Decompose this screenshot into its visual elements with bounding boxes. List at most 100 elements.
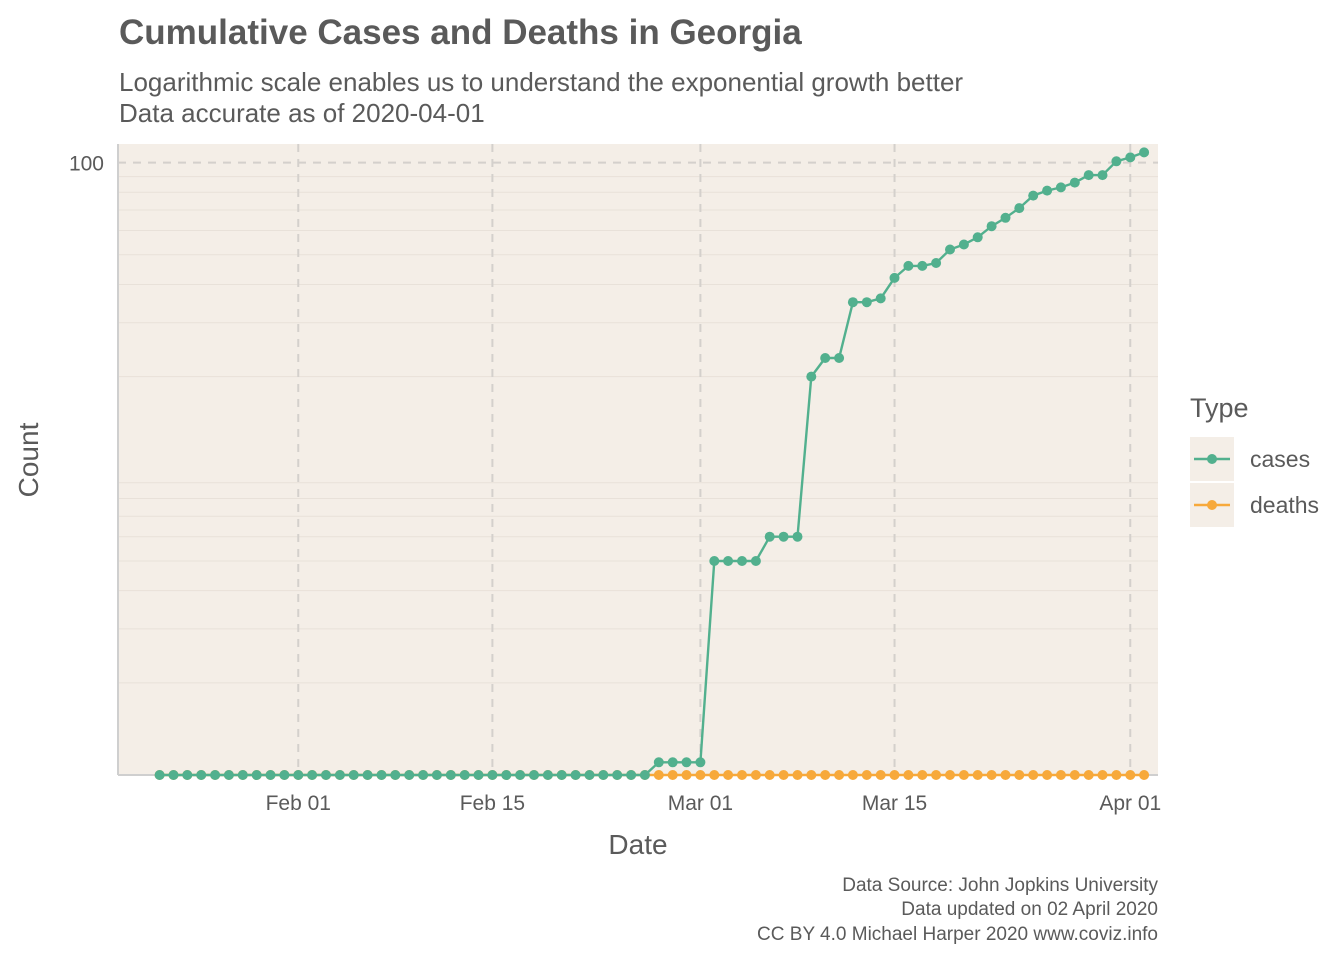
caption-updated: Data updated on 02 April 2020 (901, 899, 1158, 920)
data-point-deaths (1000, 770, 1011, 780)
data-point-cases (251, 770, 262, 780)
data-point-cases (1000, 212, 1011, 223)
data-point-cases (473, 770, 484, 780)
data-point-deaths (792, 770, 803, 780)
data-point-deaths (861, 770, 872, 780)
x-tick-label: Apr 01 (1099, 792, 1161, 815)
data-point-cases (875, 293, 886, 304)
data-point-deaths (847, 770, 858, 780)
data-point-deaths (917, 770, 928, 780)
data-point-cases (154, 770, 165, 780)
data-point-deaths (667, 770, 678, 780)
data-point-cases (639, 770, 650, 780)
data-point-deaths (1014, 770, 1025, 780)
data-point-cases (265, 770, 276, 780)
data-point-deaths (709, 770, 720, 780)
data-point-cases (168, 770, 179, 780)
data-point-cases (542, 770, 553, 780)
data-point-deaths (958, 770, 969, 780)
data-point-deaths (931, 770, 942, 780)
data-point-deaths (972, 770, 983, 780)
data-point-cases (501, 770, 512, 780)
legend: cases deaths (1190, 437, 1319, 527)
chart-subtitle-line-2: Data accurate as of 2020-04-01 (119, 98, 485, 128)
data-point-cases (334, 770, 345, 780)
data-point-cases (1125, 152, 1136, 163)
data-point-deaths (1069, 770, 1080, 780)
data-point-deaths (820, 770, 831, 780)
data-point-cases (279, 770, 290, 780)
data-point-cases (1097, 170, 1108, 181)
caption-source: Data Source: John Jopkins University (842, 875, 1158, 896)
data-point-cases (986, 221, 997, 232)
data-point-cases (945, 244, 955, 255)
data-point-cases (612, 770, 623, 780)
data-point-deaths (1083, 770, 1094, 780)
x-tick-label: Mar 01 (668, 792, 733, 815)
data-point-cases (723, 556, 734, 566)
data-point-cases (487, 770, 498, 780)
data-point-cases (348, 770, 359, 780)
data-point-deaths (723, 770, 734, 780)
data-point-deaths (903, 770, 914, 780)
data-point-cases (792, 531, 803, 542)
data-point-cases (431, 770, 442, 780)
y-axis-title: Count (13, 422, 44, 497)
data-point-cases (404, 770, 415, 780)
data-point-cases (321, 770, 331, 780)
data-point-cases (1042, 185, 1053, 196)
data-point-cases (418, 770, 429, 780)
data-point-deaths (737, 770, 747, 780)
data-point-cases (681, 757, 692, 768)
legend-title: Type (1190, 393, 1249, 423)
data-point-cases (958, 239, 969, 250)
data-point-deaths (764, 770, 775, 780)
x-tick-label: Feb 01 (266, 792, 331, 815)
data-point-deaths (1028, 770, 1039, 780)
data-point-deaths (695, 770, 706, 780)
data-point-deaths (750, 770, 761, 780)
data-point-cases (834, 353, 845, 363)
data-point-deaths (681, 770, 692, 780)
data-point-deaths (834, 770, 845, 780)
data-point-cases (376, 770, 387, 780)
data-point-cases (307, 770, 318, 780)
data-point-cases (750, 556, 761, 566)
data-point-deaths (778, 770, 789, 780)
chart-title: Cumulative Cases and Deaths in Georgia (119, 13, 802, 52)
legend-label-cases: cases (1250, 446, 1310, 472)
data-point-cases (903, 260, 914, 271)
major-gridlines (118, 144, 1158, 775)
data-point-cases (653, 757, 664, 768)
x-tick-labels: Feb 01 Feb 15 Mar 01 Mar 15 Apr 01 (266, 792, 1162, 815)
data-point-deaths (1097, 770, 1108, 780)
data-point-cases (972, 232, 983, 243)
legend-label-deaths: deaths (1250, 492, 1319, 518)
data-point-cases (764, 531, 775, 542)
data-point-deaths (1042, 770, 1053, 780)
data-point-cases (820, 353, 831, 363)
data-point-deaths (1125, 770, 1136, 780)
y-tick-labels: 100 (69, 153, 104, 176)
caption-license: CC BY 4.0 Michael Harper 2020 www.coviz.… (757, 924, 1158, 945)
data-point-deaths (875, 770, 886, 780)
data-point-cases (362, 770, 373, 780)
data-point-cases (584, 770, 595, 780)
data-point-deaths (806, 770, 817, 780)
data-point-cases (445, 770, 456, 780)
data-point-cases (861, 297, 872, 308)
legend-marker-deaths (1207, 500, 1217, 510)
data-point-cases (667, 757, 678, 768)
data-point-cases (515, 770, 526, 780)
data-point-cases (1069, 177, 1080, 188)
data-point-cases (529, 770, 539, 780)
data-point-cases (1055, 182, 1066, 193)
data-point-cases (570, 770, 581, 780)
data-point-cases (210, 770, 221, 780)
data-point-cases (1139, 147, 1150, 158)
data-point-cases (1014, 203, 1025, 214)
data-point-cases (1083, 170, 1094, 181)
data-point-deaths (986, 770, 997, 780)
data-point-cases (847, 297, 858, 308)
data-point-deaths (1055, 770, 1066, 780)
